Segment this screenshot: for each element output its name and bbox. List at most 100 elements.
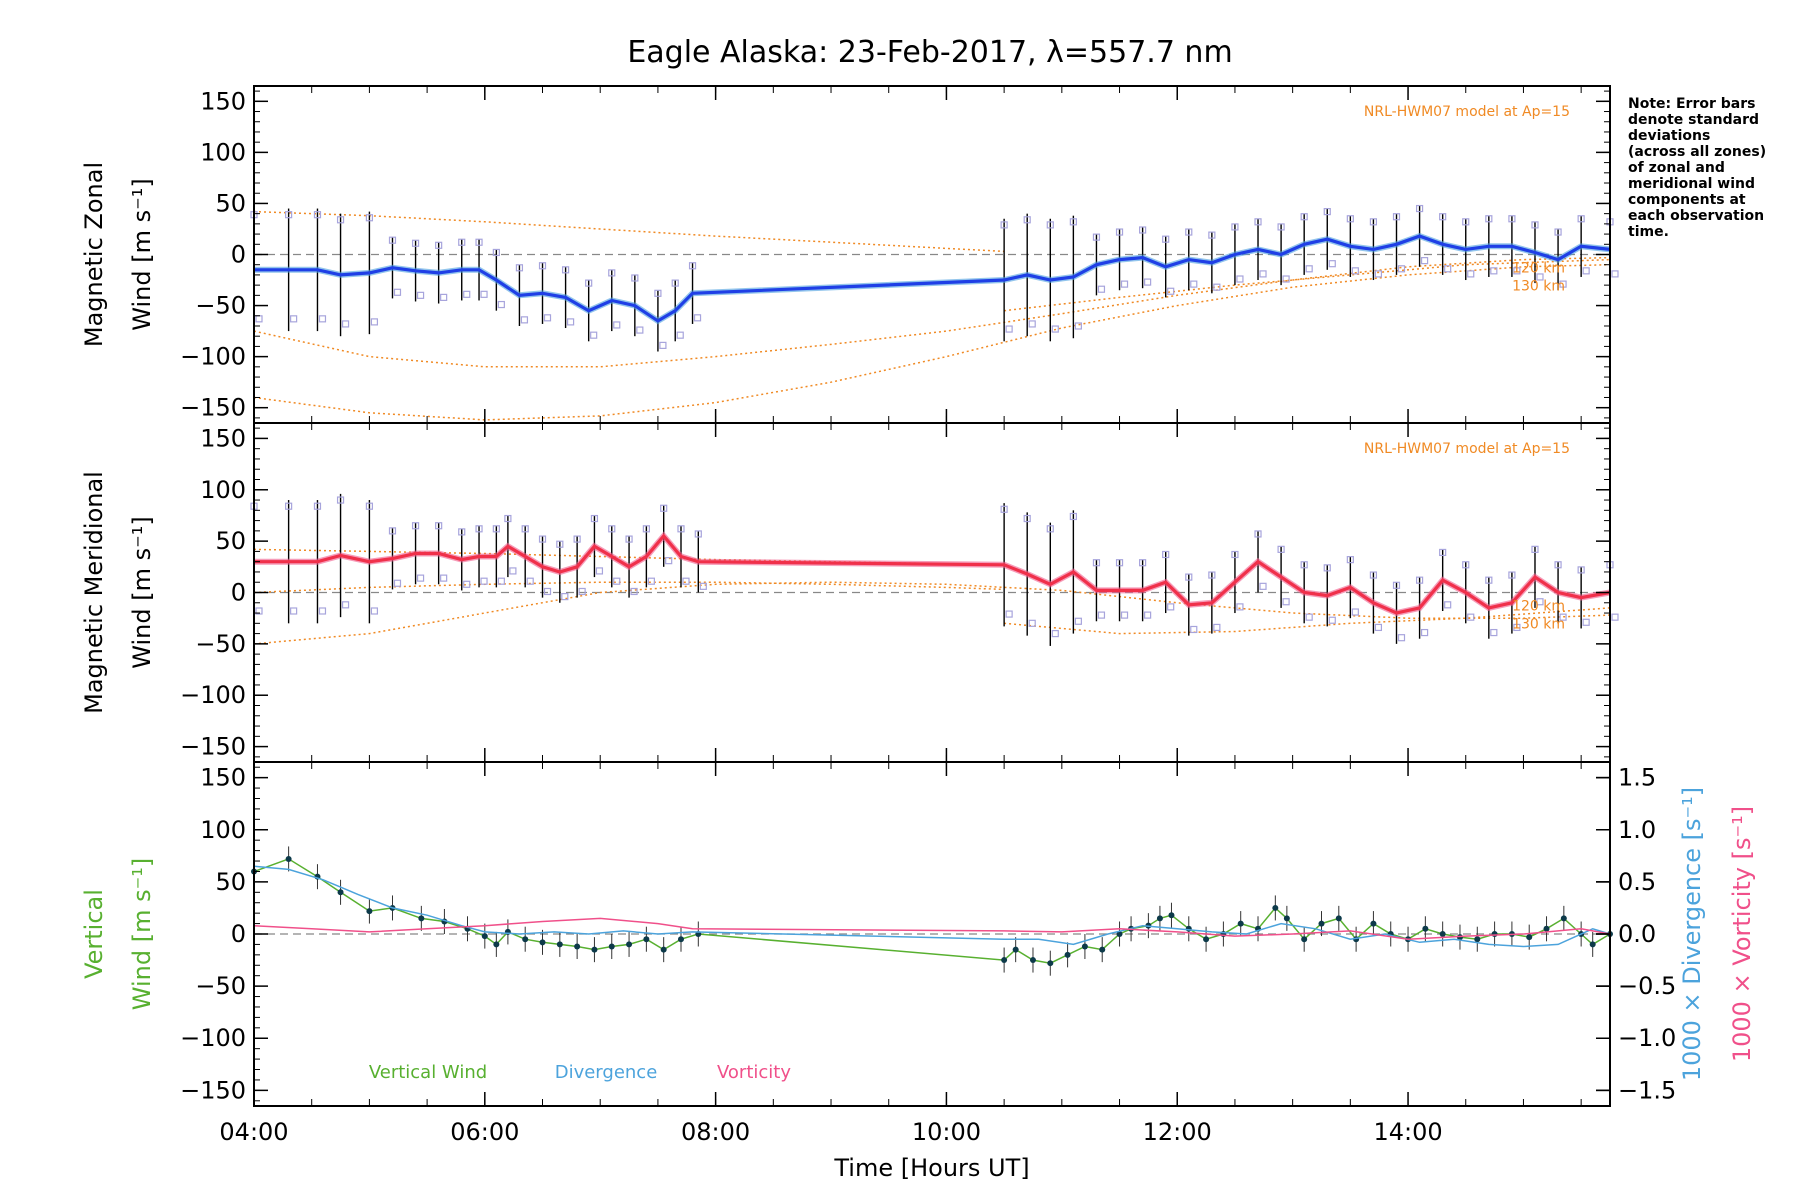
sample-point — [1462, 218, 1470, 226]
sample-point — [341, 320, 350, 328]
vertical-point — [1526, 934, 1533, 941]
sample-point — [1092, 233, 1101, 241]
sample-point — [1162, 550, 1170, 559]
sample-point — [1185, 228, 1193, 236]
vertical-point — [677, 936, 684, 943]
sample-point — [1097, 285, 1106, 293]
sample-point — [1300, 561, 1308, 569]
sample-point — [1139, 226, 1147, 234]
x-tick-label: 14:00 — [1373, 1118, 1442, 1146]
sample-point — [411, 239, 420, 247]
sample-point — [285, 502, 293, 510]
sample-point — [520, 316, 529, 324]
sample-point — [1162, 235, 1170, 243]
sample-point — [1282, 598, 1290, 606]
vertical-point — [1301, 936, 1308, 943]
sample-point — [1282, 275, 1290, 283]
sample-point — [1420, 257, 1429, 265]
sample-point — [1397, 265, 1406, 273]
sample-point — [1231, 223, 1239, 231]
sample-point — [458, 528, 466, 536]
note-line: time. — [1628, 224, 1669, 240]
sample-point — [1420, 628, 1429, 637]
y-tick-label: −100 — [180, 681, 246, 709]
sample-point — [416, 291, 425, 299]
sample-point — [1462, 561, 1470, 569]
sample-point — [388, 236, 397, 244]
sample-point — [1277, 223, 1285, 231]
sample-point — [1167, 287, 1175, 295]
sample-point — [1536, 273, 1544, 281]
sample-point — [1144, 611, 1152, 619]
y2-tick-label: −0.5 — [1618, 972, 1676, 1000]
sample-point — [313, 211, 322, 219]
model-curve-1 — [253, 256, 1611, 368]
legend-item-1: Divergence — [555, 1062, 658, 1083]
sample-point — [1485, 215, 1493, 223]
y-tick-label: −50 — [195, 292, 246, 320]
sample-point — [1167, 603, 1175, 611]
sample-point — [590, 331, 598, 339]
vertical-point — [1370, 920, 1377, 927]
x-tick-label: 04:00 — [219, 1118, 288, 1146]
sample-point — [416, 574, 425, 582]
sample-point — [1554, 561, 1562, 569]
model-curve-2 — [253, 263, 1611, 421]
sample-point — [1439, 548, 1447, 557]
x-tick-label: 10:00 — [912, 1118, 981, 1146]
zonal-smooth-line — [254, 232, 1611, 325]
note-line: (across all zones) — [1628, 144, 1766, 160]
sample-point — [1051, 629, 1059, 638]
vertical-line — [253, 858, 1611, 964]
sample-point — [1582, 618, 1590, 626]
sample-point — [440, 293, 448, 301]
sample-point — [613, 577, 621, 585]
vertical-point — [660, 946, 667, 953]
sample-point — [255, 607, 263, 615]
sample-point — [1369, 218, 1378, 226]
sample-point — [393, 288, 402, 296]
sample-point — [1208, 571, 1216, 579]
sample-point — [1305, 613, 1313, 621]
sample-point — [1374, 623, 1383, 632]
sample-point — [608, 269, 616, 277]
sample-point — [608, 525, 616, 533]
model-altitude-label: 120 km — [1512, 261, 1565, 277]
y-tick-label: 100 — [200, 138, 246, 166]
vertical-point — [591, 946, 598, 953]
vertical-point — [1474, 936, 1481, 943]
sample-point — [647, 577, 655, 585]
sample-point — [1254, 218, 1262, 226]
vertical-point — [1099, 946, 1106, 953]
vertical-point — [608, 943, 615, 950]
sample-point — [440, 574, 448, 582]
sample-point — [1611, 270, 1619, 278]
y-tick-label: −150 — [180, 1076, 246, 1104]
sample-point — [475, 238, 483, 246]
y-tick-label: 50 — [215, 189, 246, 217]
vertical-point — [1589, 941, 1596, 948]
sample-point — [1254, 530, 1262, 538]
vorticity-line — [253, 917, 1611, 940]
sample-point — [1300, 213, 1308, 221]
vertical-point — [1237, 920, 1244, 927]
sample-point — [1046, 525, 1054, 533]
sample-point — [492, 248, 500, 257]
sample-point — [480, 577, 488, 585]
sample-point — [1213, 283, 1221, 291]
sample-point — [1392, 213, 1401, 221]
sample-point — [463, 290, 471, 298]
sample-point — [290, 607, 298, 615]
vertical-point — [643, 936, 650, 943]
vertical-point — [1168, 912, 1175, 919]
sample-point — [1415, 204, 1424, 213]
vertical-point — [574, 943, 581, 950]
sample-point — [1346, 556, 1354, 564]
sample-point — [475, 525, 483, 533]
sample-point — [521, 525, 529, 533]
sample-point — [1467, 270, 1475, 278]
model-altitude-label: 130 km — [1512, 279, 1565, 295]
vertical-wind-panel: −150 −100 −50 0 50 100 150 Vertical Wind [m s⁻¹]… — [80, 761, 1756, 1182]
sample-point — [435, 241, 443, 249]
vertical-point — [1560, 915, 1567, 922]
